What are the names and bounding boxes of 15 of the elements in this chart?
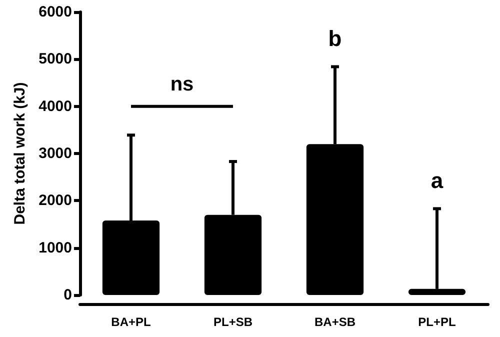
- y-tick-label: 1000: [38, 239, 72, 256]
- y-tick-label: 5000: [38, 50, 72, 68]
- x-tick-label: PL+SB: [213, 315, 253, 329]
- y-tick-label: 2000: [38, 192, 72, 210]
- x-tick-label: BA+SB: [314, 315, 356, 329]
- y-tick-label: 4000: [38, 98, 72, 115]
- y-tick-label: 0: [64, 286, 72, 304]
- annotation: a: [430, 168, 444, 194]
- y-tick-label: 6000: [38, 4, 72, 20]
- y-axis-title: Delta total work (kJ): [12, 82, 29, 225]
- annotation: b: [328, 26, 342, 52]
- x-tick-label: PL+PL: [418, 315, 456, 329]
- annotation: ns: [170, 73, 194, 96]
- x-tick-label: BA+PL: [111, 315, 151, 329]
- y-tick-label: 3000: [38, 145, 72, 162]
